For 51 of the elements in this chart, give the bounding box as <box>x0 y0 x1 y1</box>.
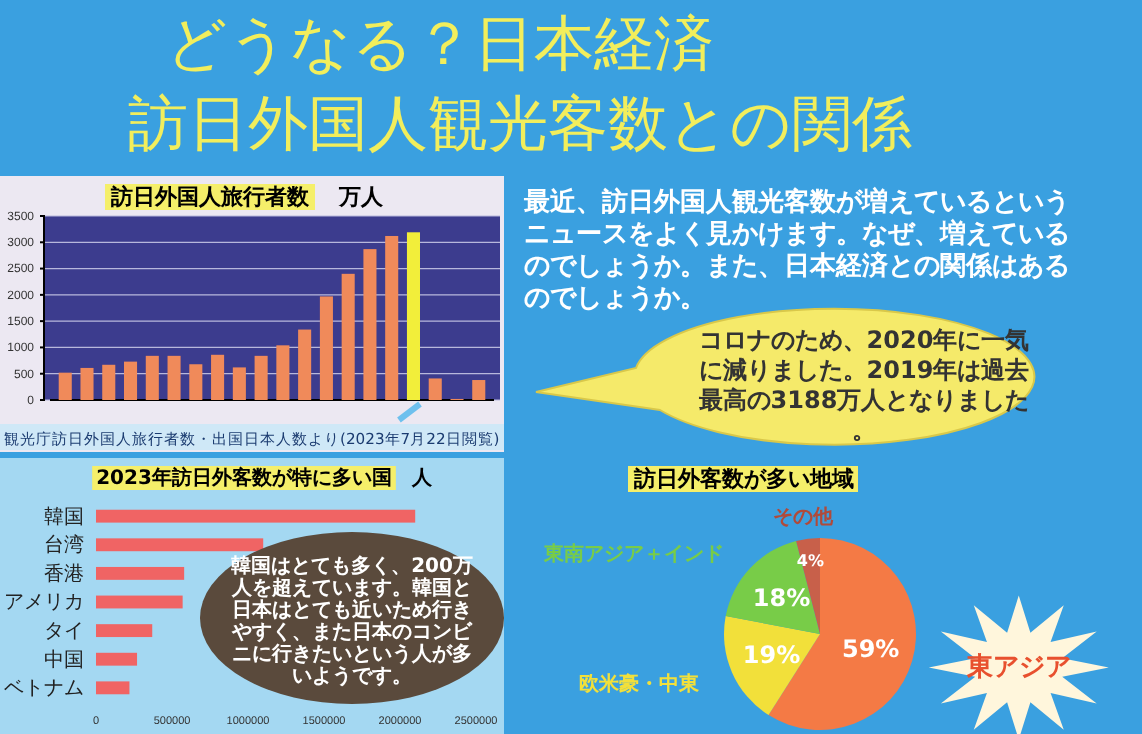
bar <box>189 364 203 400</box>
chart-title: 訪日外客数が多い地域 <box>632 466 854 492</box>
bar <box>232 367 246 400</box>
chart-title: 訪日外国人旅行者数 <box>109 184 311 210</box>
y-tick-label: 台湾 <box>44 533 84 558</box>
bar <box>96 595 183 609</box>
y-tick-label: 中国 <box>44 647 84 672</box>
bar <box>145 355 159 400</box>
bar <box>472 380 486 400</box>
bar <box>96 538 264 552</box>
bar <box>96 652 138 666</box>
bar <box>385 235 399 400</box>
bar <box>363 249 377 400</box>
y-tick-label: ベトナム <box>4 678 84 701</box>
data-label: 19% <box>742 640 801 669</box>
pie-slice <box>724 616 820 716</box>
y-tick-label: 韓国 <box>44 504 84 529</box>
bar <box>298 329 312 400</box>
slice-label: 東南アジア＋インド <box>541 541 724 566</box>
bar <box>406 232 420 400</box>
bar <box>254 355 268 400</box>
bar <box>341 273 355 400</box>
y-tick-label: アメリカ <box>4 592 84 615</box>
bar <box>96 624 153 638</box>
y-axis-title: 万人 <box>337 184 385 210</box>
bar <box>211 354 225 400</box>
bar <box>96 566 185 580</box>
bar <box>96 509 416 523</box>
annotation: 韓国はとても多く、200万人を超えています。韓国と日本はとても近いため行きやすく、また日本のコンビニに行きたいという人が多いようです。 <box>230 554 474 688</box>
bar <box>428 378 442 400</box>
slice-label: 東アジア <box>964 653 1071 684</box>
y-tick-label: タイ <box>44 621 84 644</box>
bar <box>167 355 181 400</box>
slice-label: その他 <box>773 504 836 529</box>
slice-label: 欧米豪・中東 <box>578 671 701 696</box>
text: コロナのため、2020年に一気に減りました。2019年は過去最高の3188万人となりました。 <box>696 326 1030 444</box>
bar <box>276 345 290 400</box>
bar <box>102 364 116 400</box>
bar <box>319 296 333 400</box>
data-label: 18% <box>752 583 811 612</box>
chart-title: 2023年訪日外客数が特に多い国 <box>96 466 392 490</box>
bar <box>80 367 94 400</box>
text: 最近、訪日外国人観光客数が増えているというニュースをよく見かけます。なぜ、増えているのでしょうか。また、日本経済との関係はあるのでしょうか。 <box>522 186 1070 314</box>
x-axis-title: 人 <box>409 466 434 490</box>
bar <box>58 372 72 400</box>
data-label: 59% <box>841 634 900 663</box>
bar <box>124 361 138 400</box>
y-tick-label: 香港 <box>44 561 84 586</box>
bar <box>96 681 130 695</box>
text: どうなる？日本経済 <box>166 10 714 80</box>
text: 訪日外国人観光客数との関係 <box>128 90 912 160</box>
